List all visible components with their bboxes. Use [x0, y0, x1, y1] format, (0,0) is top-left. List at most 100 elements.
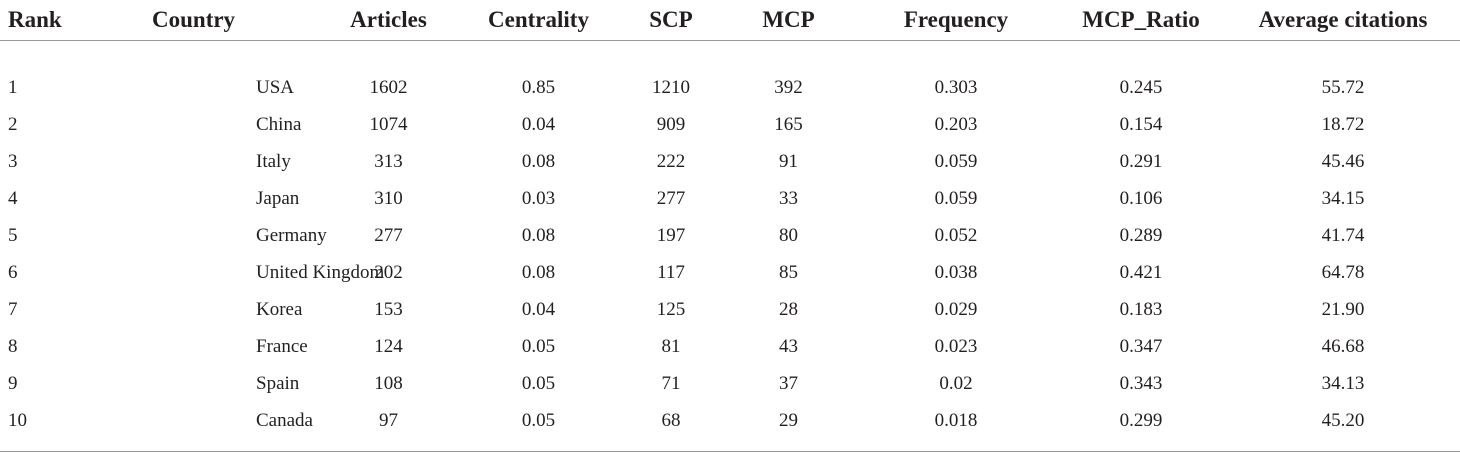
cell-mcp: 91 — [779, 150, 798, 172]
cell-country: France — [256, 335, 308, 357]
cell-frequency: 0.303 — [934, 76, 978, 98]
cell-rank: 5 — [8, 224, 18, 246]
cell-frequency: 0.052 — [934, 224, 978, 246]
cell-articles: 1074 — [369, 113, 408, 135]
cell-mcp-ratio: 0.154 — [1119, 113, 1163, 135]
cell-mcp: 165 — [774, 113, 803, 135]
cell-country: Canada — [256, 409, 313, 431]
header-scp: SCP — [621, 0, 721, 41]
cell-country: United Kingdom — [256, 261, 385, 283]
cell-country: USA — [256, 76, 295, 98]
cell-mcp-ratio: 0.299 — [1119, 409, 1163, 431]
cell-mcp-ratio: 0.106 — [1119, 187, 1163, 209]
cell-frequency: 0.018 — [934, 409, 978, 431]
cell-articles: 108 — [374, 372, 403, 394]
cell-mcp: 29 — [779, 409, 798, 431]
cell-centrality: 0.05 — [521, 409, 556, 431]
table-row: 9 Spain 108 0.05 71 37 0.02 0.343 34.13 — [0, 365, 1460, 402]
cell-rank: 6 — [8, 261, 18, 283]
table-row: 10 Canada 97 0.05 68 29 0.018 0.299 45.20 — [0, 402, 1460, 455]
cell-scp: 71 — [661, 372, 681, 394]
cell-average-citations: 34.13 — [1321, 372, 1365, 394]
cell-rank: 2 — [8, 113, 18, 135]
cell-frequency: 0.059 — [934, 187, 978, 209]
cell-articles: 310 — [374, 187, 403, 209]
cell-mcp-ratio: 0.245 — [1119, 76, 1163, 98]
cell-frequency: 0.038 — [934, 261, 978, 283]
cell-centrality: 0.08 — [521, 261, 556, 283]
cell-frequency: 0.02 — [939, 372, 973, 394]
cell-rank: 7 — [8, 298, 18, 320]
cell-articles: 277 — [374, 224, 403, 246]
cell-country: Korea — [256, 298, 303, 320]
table-row: 2 China 1074 0.04 909 165 0.203 0.154 18.72 — [0, 106, 1460, 143]
cell-country: Japan — [256, 187, 300, 209]
cell-scp: 909 — [656, 113, 686, 135]
cell-articles: 153 — [374, 298, 403, 320]
cell-centrality: 0.08 — [521, 150, 556, 172]
table-header: Rank Country Articles Centrality SCP MCP… — [0, 0, 1460, 41]
table-row: 1 USA 1602 0.85 1210 392 0.303 0.245 55.72 — [0, 41, 1460, 107]
cell-country: Spain — [256, 372, 300, 394]
table-row: 6 United Kingdom 202 0.08 117 85 0.038 0.421 64.… — [0, 254, 1460, 291]
table-body: 1 USA 1602 0.85 1210 392 0.303 0.245 55.72 2 China… — [0, 41, 1460, 456]
cell-frequency: 0.029 — [934, 298, 978, 320]
cell-mcp: 33 — [779, 187, 798, 209]
cell-frequency: 0.023 — [934, 335, 978, 357]
header-row: Rank Country Articles Centrality SCP MCP… — [0, 0, 1460, 41]
header-average-citations: Average citations — [1226, 0, 1460, 41]
cell-centrality: 0.05 — [521, 372, 556, 394]
header-articles: Articles — [321, 0, 456, 41]
cell-mcp-ratio: 0.291 — [1119, 150, 1163, 172]
table-row: 8 France 124 0.05 81 43 0.023 0.347 46.68 — [0, 328, 1460, 365]
cell-articles: 202 — [374, 261, 403, 283]
cell-mcp-ratio: 0.343 — [1119, 372, 1163, 394]
header-mcp: MCP — [721, 0, 856, 41]
cell-average-citations: 45.20 — [1321, 409, 1365, 431]
cell-frequency: 0.203 — [934, 113, 978, 135]
cell-mcp: 43 — [779, 335, 798, 357]
cell-rank: 1 — [8, 76, 18, 98]
cell-rank: 8 — [8, 335, 18, 357]
cell-average-citations: 45.46 — [1321, 150, 1365, 172]
cell-mcp-ratio: 0.289 — [1119, 224, 1163, 246]
cell-articles: 313 — [374, 150, 403, 172]
cell-centrality: 0.05 — [521, 335, 556, 357]
cell-articles: 124 — [374, 335, 403, 357]
cell-average-citations: 55.72 — [1321, 76, 1365, 98]
header-mcp-ratio: MCP_Ratio — [1056, 0, 1226, 41]
cell-centrality: 0.08 — [521, 224, 556, 246]
cell-average-citations: 64.78 — [1321, 261, 1365, 283]
cell-rank: 3 — [8, 150, 18, 172]
bottom-rule — [0, 451, 1460, 452]
cell-mcp: 80 — [779, 224, 798, 246]
cell-country: Germany — [256, 224, 327, 246]
cell-scp: 125 — [656, 298, 686, 320]
cell-centrality: 0.03 — [521, 187, 556, 209]
cell-frequency: 0.059 — [934, 150, 978, 172]
cell-articles: 1602 — [369, 76, 408, 98]
cell-scp: 1210 — [652, 76, 690, 98]
header-rank: Rank — [0, 0, 128, 41]
cell-scp: 277 — [656, 187, 686, 209]
cell-mcp-ratio: 0.183 — [1119, 298, 1163, 320]
cell-country: Italy — [256, 150, 291, 172]
cell-average-citations: 18.72 — [1321, 113, 1365, 135]
table-row: 3 Italy 313 0.08 222 91 0.059 0.291 45.46 — [0, 143, 1460, 180]
cell-rank: 9 — [8, 372, 18, 394]
cell-mcp: 85 — [779, 261, 798, 283]
cell-mcp: 392 — [774, 76, 803, 98]
cell-country: China — [256, 113, 302, 135]
cell-centrality: 0.04 — [521, 113, 556, 135]
cell-scp: 117 — [657, 261, 685, 283]
cell-scp: 222 — [656, 150, 686, 172]
cell-average-citations: 34.15 — [1321, 187, 1365, 209]
cell-centrality: 0.85 — [521, 76, 556, 98]
cell-average-citations: 46.68 — [1321, 335, 1365, 357]
cell-scp: 68 — [661, 409, 681, 431]
cell-mcp-ratio: 0.347 — [1119, 335, 1163, 357]
cell-centrality: 0.04 — [521, 298, 556, 320]
cell-scp: 197 — [656, 224, 686, 246]
